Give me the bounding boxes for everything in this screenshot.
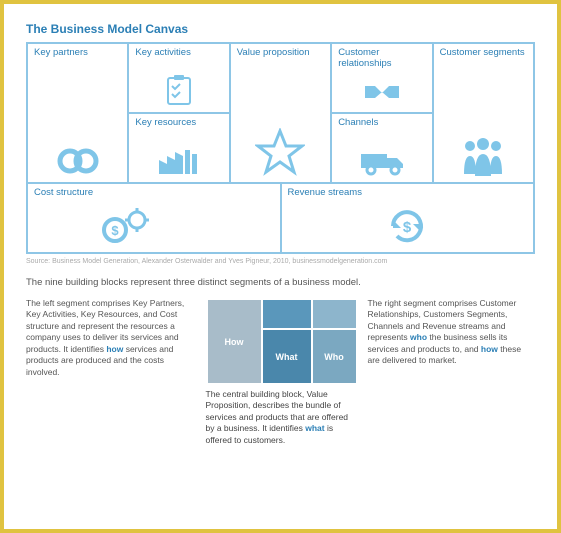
handshake-icon [361, 80, 403, 106]
center-column: How What Who The central building block,… [206, 298, 356, 446]
label-key-activities: Key activities [135, 48, 222, 59]
right-segment-text: The right segment comprises Customer Rel… [368, 298, 536, 367]
source-caption: Source: Business Model Generation, Alexa… [26, 258, 535, 265]
cell-value-proposition: Value proposition [230, 43, 331, 183]
cell-key-partners: Key partners [27, 43, 128, 183]
cycle-dollar-icon: $ [385, 206, 429, 246]
cell-customer-segments: Customer segments [433, 43, 534, 183]
business-model-canvas: Key partners Key activities Value propos… [26, 42, 535, 254]
canvas-title: The Business Model Canvas [26, 22, 535, 36]
cell-key-activities: Key activities [128, 43, 229, 113]
label-value-proposition: Value proposition [237, 48, 324, 59]
highlight-how2: how [481, 344, 498, 354]
rings-icon [56, 146, 100, 176]
factory-icon [157, 146, 201, 176]
highlight-what: what [305, 423, 324, 433]
truck-icon [359, 150, 405, 176]
intro-text: The nine building blocks represent three… [26, 277, 535, 288]
cell-revenue-streams: Revenue streams $ [281, 183, 535, 253]
explanation-row: The left segment comprises Key Partners,… [26, 298, 535, 446]
label-key-resources: Key resources [135, 118, 222, 129]
star-icon [255, 128, 305, 176]
mini-who: Who [312, 329, 357, 384]
highlight-who: who [410, 332, 427, 342]
label-customer-segments: Customer segments [440, 48, 527, 59]
center-segment-text: The central building block, Value Propos… [206, 389, 356, 446]
mini-how: How [207, 299, 262, 384]
highlight-how: how [106, 344, 123, 354]
label-key-partners: Key partners [34, 48, 121, 59]
left-segment-text: The left segment comprises Key Partners,… [26, 298, 194, 378]
checklist-icon [162, 72, 196, 106]
mini-diagram: How What Who [206, 298, 356, 383]
svg-text:$: $ [111, 223, 119, 238]
cell-channels: Channels [331, 113, 432, 183]
cell-key-resources: Key resources [128, 113, 229, 183]
people-icon [458, 136, 508, 176]
label-channels: Channels [338, 118, 425, 129]
gears-dollar-icon: $ [99, 206, 159, 246]
label-cost-structure: Cost structure [34, 188, 274, 199]
label-revenue-streams: Revenue streams [288, 188, 528, 199]
label-customer-relationships: Customer relationships [338, 48, 425, 70]
svg-text:$: $ [403, 219, 412, 236]
mini-who-top [312, 299, 357, 329]
mini-what: What [262, 329, 312, 384]
mini-what-top [262, 299, 312, 329]
cell-cost-structure: Cost structure $ [27, 183, 281, 253]
cell-customer-relationships: Customer relationships [331, 43, 432, 113]
